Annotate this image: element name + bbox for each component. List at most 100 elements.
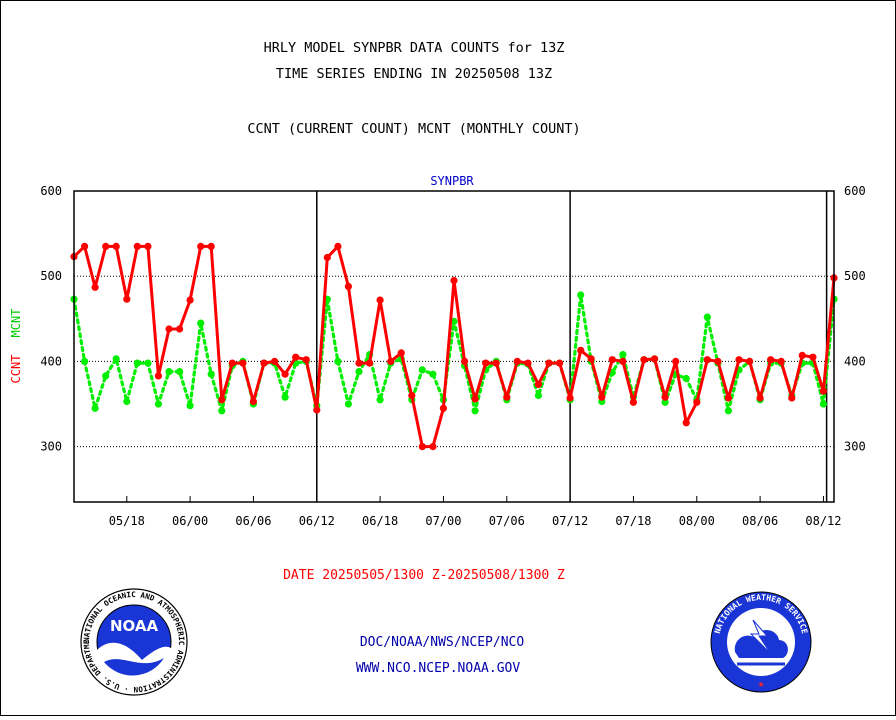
ccnt-point-35 <box>439 404 447 412</box>
ccnt-point-2 <box>91 283 99 291</box>
mcnt-point-1 <box>81 357 89 365</box>
y-tick-label-right-300: 300 <box>844 440 866 454</box>
ccnt-point-42 <box>513 357 521 365</box>
mcnt-point-33 <box>418 366 426 374</box>
mcnt-point-13 <box>207 370 215 378</box>
ccnt-point-60 <box>703 356 711 364</box>
ccnt-point-57 <box>672 357 680 365</box>
ccnt-point-53 <box>629 398 638 406</box>
ccnt-point-50 <box>598 393 606 401</box>
ccnt-point-16 <box>239 359 247 367</box>
ccnt-point-23 <box>313 406 321 414</box>
ccnt-point-10 <box>176 325 184 333</box>
mcnt-point-3 <box>102 372 110 380</box>
ccnt-point-5 <box>123 295 131 303</box>
ccnt-point-43 <box>524 359 532 367</box>
mcnt-point-62 <box>724 407 733 415</box>
ccnt-point-37 <box>461 357 469 365</box>
x-tick-label-2: 06/06 <box>235 514 271 528</box>
mcnt-point-44 <box>534 391 543 400</box>
ccnt-point-64 <box>746 357 754 365</box>
ccnt-point-56 <box>661 393 669 401</box>
ccnt-point-55 <box>651 355 659 363</box>
ccnt-point-14 <box>218 396 226 404</box>
ccnt-point-65 <box>756 394 764 402</box>
mcnt-point-27 <box>355 368 363 376</box>
ccnt-point-11 <box>186 296 194 304</box>
website-url-label: WWW.NCO.NCEP.NOAA.GOV <box>356 661 521 676</box>
y-tick-label-left-300: 300 <box>40 440 62 454</box>
ccnt-point-18 <box>260 359 268 367</box>
x-tick-label-0: 05/18 <box>109 514 145 528</box>
ccnt-point-7 <box>144 242 152 250</box>
mcnt-point-34 <box>429 370 437 378</box>
ccnt-point-71 <box>819 387 828 395</box>
mcnt-point-26 <box>344 400 352 408</box>
ccnt-point-9 <box>165 325 173 333</box>
ccnt-point-24 <box>323 253 331 262</box>
ccnt-point-46 <box>556 359 564 367</box>
mcnt-point-52 <box>619 351 627 359</box>
mcnt-point-20 <box>281 393 289 401</box>
mcnt-point-14 <box>218 407 226 415</box>
ccnt-point-26 <box>344 282 352 290</box>
y-tick-label-right-400: 400 <box>844 354 866 368</box>
y-tick-label-right-600: 600 <box>844 184 866 198</box>
ccnt-point-19 <box>271 357 279 365</box>
chart-subtitle: CCNT (CURRENT COUNT) MCNT (MONTHLY COUNT… <box>247 121 580 137</box>
ccnt-point-38 <box>471 395 479 403</box>
nws-star-icon: ★ <box>758 677 765 690</box>
ccnt-point-34 <box>429 443 437 451</box>
ccnt-point-13 <box>207 242 215 250</box>
x-tick-label-9: 08/00 <box>679 514 715 528</box>
series-ccnt <box>70 242 838 451</box>
ccnt-point-12 <box>197 242 205 250</box>
mcnt-point-25 <box>334 357 342 365</box>
ccnt-point-1 <box>81 242 89 250</box>
mcnt-point-2 <box>91 404 99 412</box>
ccnt-point-58 <box>682 419 690 427</box>
noaa-logo: NATIONAL OCEANIC AND ATMOSPHERIC ADMINIS… <box>80 588 188 696</box>
x-tick-label-7: 07/12 <box>552 514 588 528</box>
mcnt-point-10 <box>176 368 184 376</box>
ccnt-point-36 <box>450 276 458 285</box>
mcnt-point-58 <box>682 374 690 383</box>
x-tick-label-3: 06/12 <box>299 514 335 528</box>
mcnt-point-8 <box>154 400 162 408</box>
ccnt-point-3 <box>102 242 110 250</box>
ccnt-point-51 <box>608 356 616 364</box>
ccnt-point-67 <box>777 357 785 365</box>
y-tick-label-left-500: 500 <box>40 269 62 283</box>
y-tick-label-left-600: 600 <box>40 184 62 198</box>
ylabel-ccnt: CCNT <box>9 355 23 384</box>
mcnt-line <box>72 293 836 413</box>
ccnt-point-28 <box>366 359 374 367</box>
ccnt-point-62 <box>724 394 733 402</box>
mcnt-point-12 <box>197 319 205 327</box>
ccnt-point-66 <box>767 356 775 364</box>
mcnt-point-7 <box>144 359 152 367</box>
nws-logo: NATIONAL WEATHER SERVICE ★ <box>710 591 812 693</box>
mcnt-point-38 <box>471 407 479 415</box>
ccnt-point-70 <box>809 353 817 361</box>
x-tick-label-8: 07/18 <box>615 514 651 528</box>
ccnt-point-52 <box>619 357 627 365</box>
ccnt-point-25 <box>334 242 342 250</box>
ccnt-point-63 <box>735 356 743 364</box>
ccnt-point-59 <box>693 398 701 406</box>
ccnt-point-49 <box>587 355 595 363</box>
ccnt-point-17 <box>249 397 257 406</box>
ccnt-point-68 <box>788 394 796 402</box>
ccnt-point-54 <box>640 356 648 364</box>
ccnt-point-30 <box>387 357 395 365</box>
x-tick-label-10: 08/06 <box>742 514 778 528</box>
y-axis-ticks: 300 300 400 400 500 500 600 600 <box>40 184 865 454</box>
ylabel-mcnt: MCNT <box>9 309 23 338</box>
mcnt-point-4 <box>112 355 120 363</box>
org-path-label: DOC/NOAA/NWS/NCEP/NCO <box>360 635 525 650</box>
date-range-label: DATE 20250505/1300 Z-20250508/1300 Z <box>283 568 565 583</box>
ccnt-point-20 <box>281 370 289 378</box>
ccnt-point-33 <box>418 443 426 451</box>
x-tick-label-1: 06/00 <box>172 514 208 528</box>
